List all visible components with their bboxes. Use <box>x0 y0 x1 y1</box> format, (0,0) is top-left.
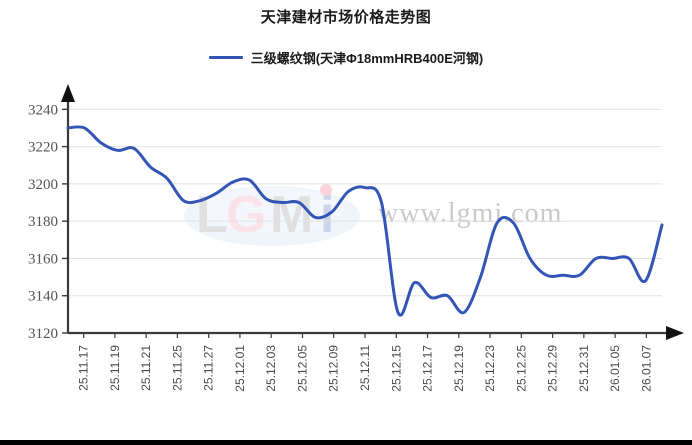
x-axis-tick-label: 25.12.31 <box>577 345 591 392</box>
y-axis-tick-label: 3160 <box>28 251 58 267</box>
price-series-line <box>66 125 664 317</box>
x-axis-tick-label: 26.01.07 <box>639 345 653 392</box>
y-axis-tick-label: 3200 <box>28 177 58 193</box>
x-axis-tick-label: 25.12.15 <box>389 345 403 392</box>
chart-legend: 三级螺纹钢(天津Φ18mmHRB400E河钢) <box>0 48 692 67</box>
y-axis-arrow-icon <box>61 84 75 102</box>
x-axis-tick-label: 25.12.03 <box>264 345 278 392</box>
x-axis-tick-label: 25.12.23 <box>483 345 497 392</box>
x-axis-tick-label: 25.11.27 <box>202 345 216 391</box>
chart-gridlines <box>68 108 662 334</box>
chart-x-axis-labels: 25.11.17 25.11.19 25.11.21 25.11.25 25.11.27… <box>77 345 654 392</box>
chart-y-axis-labels: 3120 3140 3160 3180 3200 3220 3240 <box>28 102 58 342</box>
x-axis-tick-label: 25.11.21 <box>139 345 153 391</box>
legend-series-label: 三级螺纹钢(天津Φ18mmHRB400E河钢) <box>250 51 484 66</box>
y-axis-tick-label: 3180 <box>28 214 58 230</box>
y-axis-tick-label: 3140 <box>28 289 58 305</box>
bottom-black-bar <box>0 440 692 445</box>
y-axis-tick-label: 3120 <box>28 326 58 342</box>
x-axis-tick-label: 25.12.25 <box>514 345 528 392</box>
x-axis-tick-label: 25.12.09 <box>327 345 341 392</box>
page-title: 天津建材市场价格走势图 <box>260 9 432 26</box>
x-axis-tick-label: 25.11.19 <box>108 345 122 391</box>
x-axis-tick-label: 25.12.29 <box>546 345 560 392</box>
y-axis-tick-label: 3220 <box>28 140 58 156</box>
x-axis-tick-label: 25.12.01 <box>233 345 247 392</box>
y-axis-tick-label: 3240 <box>28 102 58 118</box>
x-axis-tick-label: 25.12.11 <box>358 345 372 391</box>
x-axis-tick-label: 25.12.17 <box>421 345 435 392</box>
legend-color-swatch <box>208 56 243 59</box>
x-axis-tick-label: 25.11.25 <box>170 345 184 391</box>
x-axis-tick-label: 25.11.17 <box>77 345 91 391</box>
x-axis-tick-label: 25.12.19 <box>452 345 466 392</box>
x-axis-tick-label: 25.12.05 <box>295 345 309 392</box>
x-axis-tick-label: 26.01.05 <box>608 345 622 392</box>
x-axis-arrow-icon <box>666 326 684 340</box>
